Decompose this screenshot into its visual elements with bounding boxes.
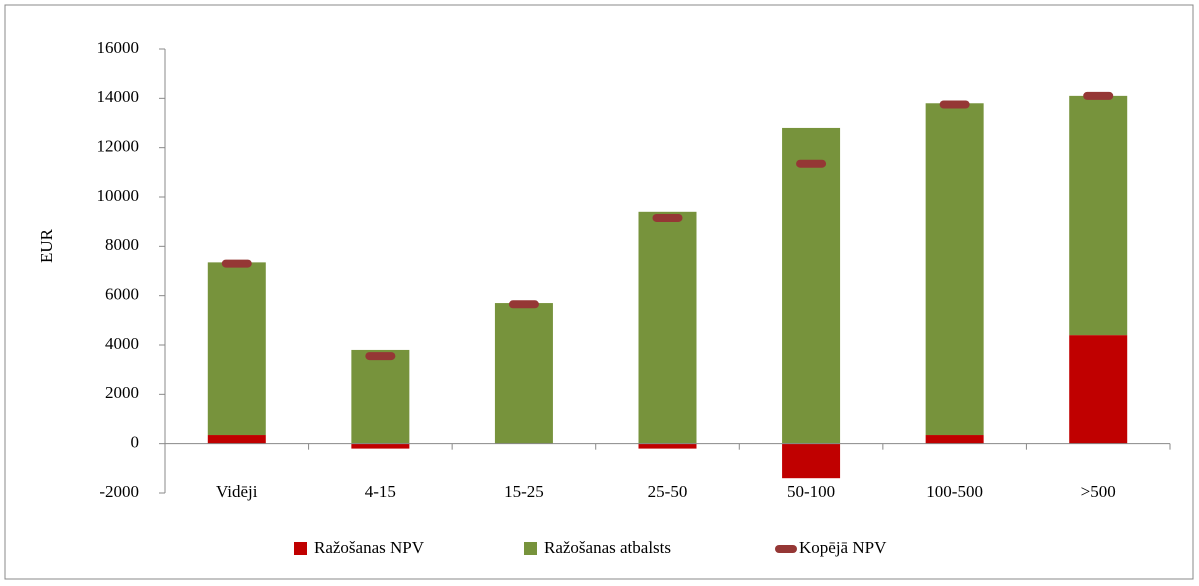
y-tick-label: 14000 (97, 87, 140, 106)
marker (1083, 91, 1114, 100)
legend-swatch (775, 545, 797, 553)
bar-segment (925, 435, 984, 444)
bar-segment (782, 127, 841, 444)
bar-segment (1069, 95, 1128, 336)
marker (221, 259, 252, 268)
y-tick-label: 10000 (97, 186, 140, 205)
x-tick-label: >500 (1081, 482, 1116, 501)
bar-segment (351, 349, 410, 444)
marker (939, 100, 970, 109)
marker (508, 300, 539, 309)
y-tick-label: -2000 (99, 482, 139, 501)
x-tick-label: 4-15 (365, 482, 396, 501)
legend-label: Kopējā NPV (799, 538, 887, 557)
legend-swatch (294, 542, 307, 555)
bar-segment (925, 103, 984, 436)
bar-segment (351, 443, 410, 449)
y-tick-label: 6000 (105, 285, 139, 304)
legend-label: Ražošanas atbalsts (544, 538, 671, 557)
bar-segment (638, 211, 697, 444)
y-tick-label: 8000 (105, 235, 139, 254)
bar-segment (782, 443, 841, 479)
y-tick-label: 4000 (105, 334, 139, 353)
x-tick-label: 100-500 (926, 482, 983, 501)
marker (652, 213, 683, 222)
y-tick-label: 12000 (97, 137, 140, 156)
bar-segment (494, 303, 553, 444)
y-tick-label: 16000 (97, 38, 140, 57)
x-tick-label: Vidēji (216, 482, 258, 501)
bar-segment (638, 443, 697, 449)
y-tick-label: 2000 (105, 383, 139, 402)
chart-border (4, 4, 1194, 580)
marker (365, 352, 396, 361)
y-axis-label: EUR (37, 228, 56, 263)
marker (796, 159, 827, 168)
legend-label: Ražošanas NPV (314, 538, 425, 557)
x-tick-label: 50-100 (787, 482, 835, 501)
y-tick-label: 0 (131, 433, 140, 452)
bar-segment (1069, 335, 1128, 444)
x-tick-label: 25-50 (648, 482, 688, 501)
x-tick-label: 15-25 (504, 482, 544, 501)
bar-segment (207, 435, 266, 444)
bar-segment (207, 262, 266, 436)
legend-swatch (524, 542, 537, 555)
